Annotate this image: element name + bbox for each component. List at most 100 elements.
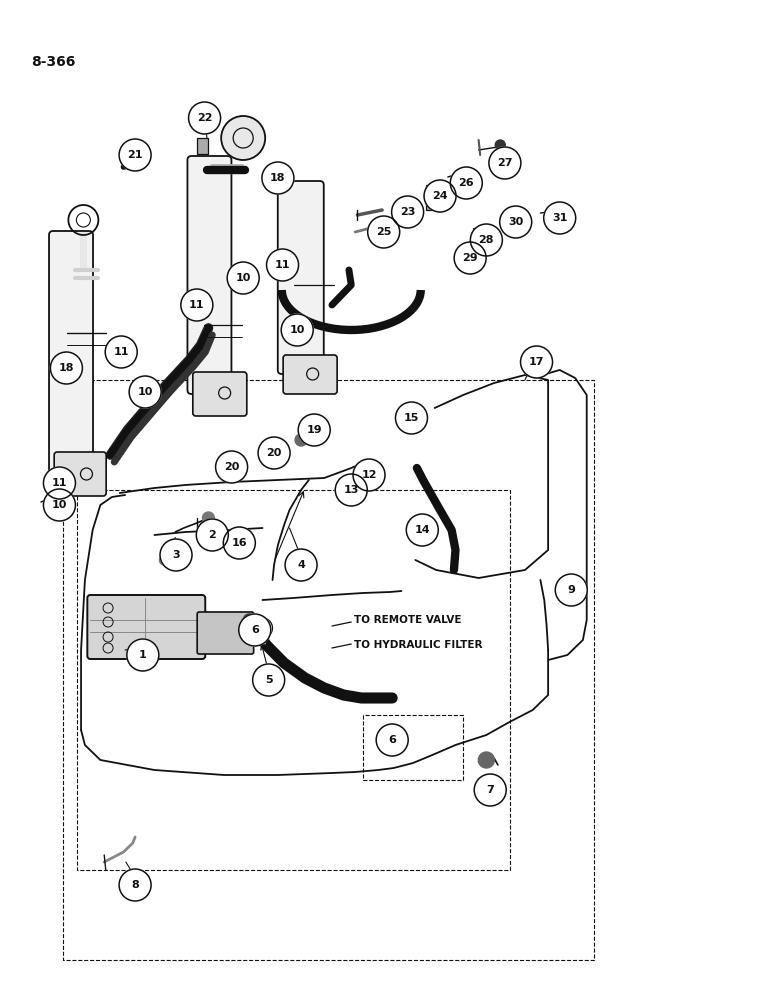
Text: 11: 11	[275, 260, 290, 270]
Circle shape	[406, 514, 438, 546]
Text: 6: 6	[251, 625, 259, 635]
Circle shape	[470, 224, 503, 256]
Text: 26: 26	[459, 178, 474, 188]
Circle shape	[119, 139, 151, 171]
Text: 4: 4	[297, 560, 305, 570]
Text: 2: 2	[208, 530, 216, 540]
Text: 16: 16	[232, 538, 247, 548]
FancyBboxPatch shape	[54, 452, 107, 496]
Text: 25: 25	[376, 227, 391, 237]
Text: 14: 14	[415, 525, 430, 535]
FancyBboxPatch shape	[49, 231, 93, 474]
Circle shape	[269, 448, 279, 458]
FancyBboxPatch shape	[283, 355, 337, 394]
Text: 11: 11	[113, 347, 129, 357]
Text: 13: 13	[344, 485, 359, 495]
Circle shape	[462, 167, 472, 177]
Text: 21: 21	[127, 150, 143, 160]
Circle shape	[129, 376, 161, 408]
Circle shape	[222, 116, 265, 160]
Circle shape	[474, 774, 506, 806]
Circle shape	[353, 459, 385, 491]
Circle shape	[335, 474, 367, 506]
Text: 27: 27	[497, 158, 513, 168]
Text: 18: 18	[59, 363, 74, 373]
Circle shape	[181, 289, 213, 321]
Circle shape	[243, 614, 256, 626]
Circle shape	[298, 414, 330, 446]
Circle shape	[262, 162, 294, 194]
FancyBboxPatch shape	[87, 595, 205, 659]
Circle shape	[479, 752, 494, 768]
Circle shape	[239, 614, 271, 646]
Bar	[426, 185, 438, 210]
Circle shape	[258, 437, 290, 469]
Text: 5: 5	[265, 675, 273, 685]
Circle shape	[256, 622, 269, 634]
Circle shape	[454, 242, 486, 274]
Text: 29: 29	[462, 253, 478, 263]
Circle shape	[57, 483, 71, 497]
Text: 7: 7	[486, 785, 494, 795]
Text: 8-366: 8-366	[31, 55, 75, 69]
Text: 31: 31	[552, 213, 567, 223]
Text: 9: 9	[567, 585, 575, 595]
Text: TO HYDRAULIC FILTER: TO HYDRAULIC FILTER	[354, 640, 482, 650]
Circle shape	[543, 202, 576, 234]
Circle shape	[252, 664, 285, 696]
Text: 23: 23	[400, 207, 415, 217]
Text: 30: 30	[508, 217, 523, 227]
Circle shape	[513, 208, 522, 218]
Circle shape	[196, 519, 229, 551]
Text: 8: 8	[131, 880, 139, 890]
FancyBboxPatch shape	[249, 621, 266, 645]
Circle shape	[386, 732, 398, 744]
Circle shape	[43, 467, 76, 499]
Circle shape	[223, 527, 256, 559]
Text: 3: 3	[172, 550, 180, 560]
Text: 10: 10	[52, 500, 67, 510]
Circle shape	[400, 408, 414, 422]
Text: 17: 17	[529, 357, 544, 367]
Circle shape	[556, 205, 565, 215]
Circle shape	[391, 196, 424, 228]
Circle shape	[450, 167, 482, 199]
Circle shape	[366, 463, 375, 473]
Circle shape	[367, 216, 400, 248]
Circle shape	[281, 314, 313, 346]
Text: 6: 6	[388, 735, 396, 745]
Text: 19: 19	[306, 425, 322, 435]
Circle shape	[188, 102, 221, 134]
Text: 24: 24	[432, 191, 448, 201]
Circle shape	[496, 140, 505, 150]
Text: 11: 11	[52, 478, 67, 488]
Circle shape	[555, 574, 587, 606]
Circle shape	[50, 352, 83, 384]
Text: 22: 22	[197, 113, 212, 123]
Text: 18: 18	[270, 173, 286, 183]
Text: 10: 10	[235, 273, 251, 283]
FancyBboxPatch shape	[197, 612, 254, 654]
Circle shape	[43, 489, 76, 521]
Circle shape	[202, 512, 215, 524]
Circle shape	[266, 249, 299, 281]
FancyBboxPatch shape	[188, 156, 232, 394]
Circle shape	[119, 869, 151, 901]
Circle shape	[285, 549, 317, 581]
Bar	[473, 228, 487, 253]
Circle shape	[160, 555, 169, 565]
Circle shape	[344, 485, 354, 495]
Circle shape	[410, 408, 424, 422]
Text: 28: 28	[479, 235, 494, 245]
Text: 11: 11	[189, 300, 205, 310]
FancyBboxPatch shape	[278, 181, 323, 374]
Circle shape	[424, 180, 456, 212]
Text: 10: 10	[137, 387, 153, 397]
Text: TO REMOTE VALVE: TO REMOTE VALVE	[354, 615, 461, 625]
Circle shape	[520, 346, 553, 378]
Circle shape	[295, 434, 307, 446]
Circle shape	[227, 461, 236, 471]
Text: 20: 20	[224, 462, 239, 472]
Circle shape	[395, 402, 428, 434]
FancyBboxPatch shape	[193, 372, 247, 416]
